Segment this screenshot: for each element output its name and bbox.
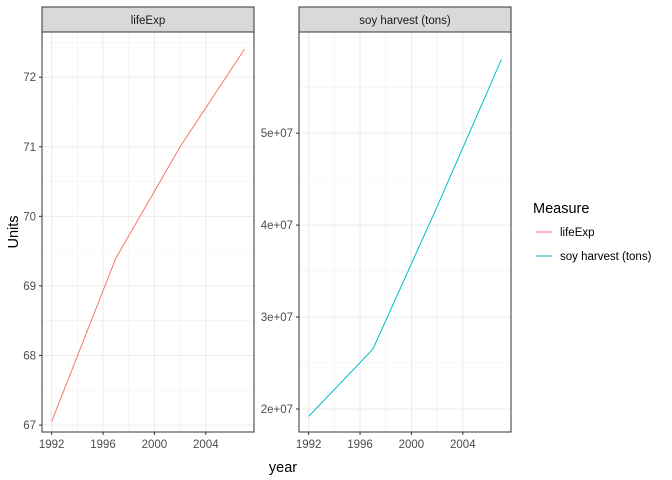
lifeexp-line bbox=[51, 49, 245, 422]
x-tick-label: 2000 bbox=[142, 439, 168, 451]
gridlines bbox=[299, 32, 511, 432]
x-tick-label: 1992 bbox=[39, 439, 65, 451]
y-tick-label: 3e+07 bbox=[261, 312, 293, 324]
y-tick-label: 70 bbox=[23, 211, 36, 223]
panel-border bbox=[298, 31, 512, 433]
x-tick-label: 2004 bbox=[450, 439, 476, 451]
x-axis-ticks: 1992 1996 2000 2004 bbox=[296, 432, 476, 451]
y-tick-label: 5e+07 bbox=[261, 128, 293, 140]
x-tick-label: 1996 bbox=[347, 439, 373, 451]
y-axis-ticks: 67 68 69 70 71 72 bbox=[23, 72, 42, 432]
panel-background bbox=[42, 32, 254, 432]
x-tick-label: 2000 bbox=[399, 439, 425, 451]
x-axis-ticks: 1992 1996 2000 2004 bbox=[39, 432, 219, 451]
x-tick-label: 1992 bbox=[296, 439, 322, 451]
legend-title: Measure bbox=[533, 201, 589, 217]
y-tick-label: 69 bbox=[23, 281, 36, 293]
panel-background bbox=[299, 32, 511, 432]
facet-strip-label: soy harvest (tons) bbox=[359, 15, 451, 27]
facet-strip-background bbox=[298, 6, 512, 33]
facet-soy-harvest: soy harvest (tons) 2e+073e+074e+075e+07 … bbox=[261, 6, 512, 451]
x-tick-label: 2004 bbox=[193, 439, 219, 451]
y-tick-label: 2e+07 bbox=[261, 404, 293, 416]
facet-lifeexp: lifeExp 67 68 69 70 71 72 1992 1996 2000 2004 bbox=[23, 6, 255, 451]
gridlines bbox=[42, 32, 254, 432]
y-axis-ticks: 2e+07 3e+07 4e+07 5e+07 bbox=[261, 128, 299, 416]
y-tick-label: 68 bbox=[23, 350, 36, 362]
y-tick-label: 71 bbox=[23, 142, 36, 154]
legend: Measure lifeExp soy harvest (tons) bbox=[533, 201, 652, 263]
facet-strip-label: lifeExp bbox=[131, 15, 166, 27]
legend-label-lifeexp: lifeExp bbox=[560, 227, 595, 239]
x-axis-title: year bbox=[269, 460, 297, 476]
y-tick-label: 4e+07 bbox=[261, 220, 293, 232]
y-tick-label: 72 bbox=[23, 72, 36, 84]
soy-harvest-line bbox=[308, 59, 502, 417]
y-axis-title: Units bbox=[6, 215, 22, 248]
panel-border bbox=[41, 31, 255, 433]
x-tick-label: 1996 bbox=[90, 439, 116, 451]
legend-label-soy-harvest: soy harvest (tons) bbox=[560, 251, 652, 263]
facet-strip-background bbox=[41, 6, 255, 33]
y-tick-label: 67 bbox=[23, 420, 36, 432]
